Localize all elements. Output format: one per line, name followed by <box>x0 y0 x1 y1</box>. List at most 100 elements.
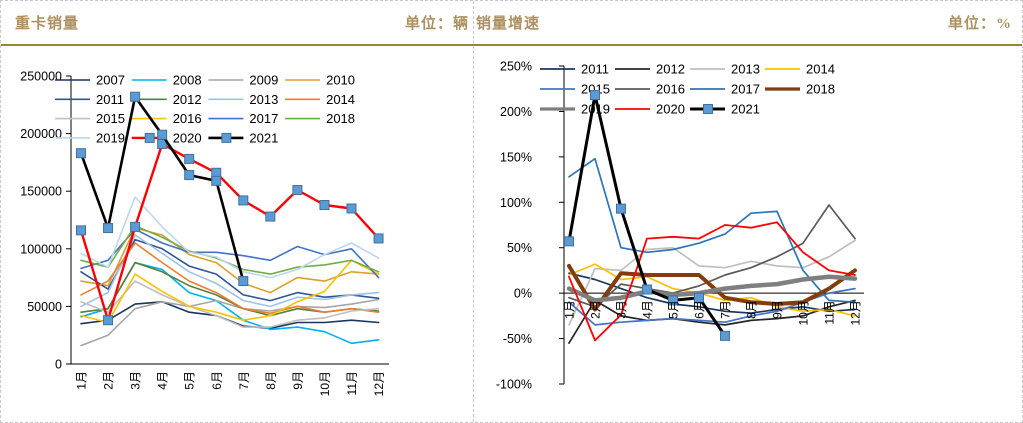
legend-label-2009: 2009 <box>249 73 278 88</box>
legend-label-2021: 2021 <box>249 130 278 145</box>
x-tick-label: 5月 <box>183 371 197 390</box>
legend-label-2013: 2013 <box>731 62 760 77</box>
x-tick-label: 3月 <box>615 300 629 319</box>
legend-label-2010: 2010 <box>326 73 355 88</box>
series-2020-marker <box>130 221 141 232</box>
series-2021-marker <box>211 175 222 186</box>
x-tick-label: 4月 <box>641 300 655 319</box>
panel-divider <box>473 1 474 422</box>
series-2020-marker <box>265 211 276 222</box>
series-2010-line <box>80 227 380 294</box>
y-tick-label: 150% <box>500 150 532 164</box>
series-2019-line <box>80 196 380 279</box>
legend-label-2016: 2016 <box>173 111 202 126</box>
legend-item-2015: 2015 <box>55 111 125 126</box>
legend-label-2015: 2015 <box>96 111 125 126</box>
series-2021-marker <box>76 148 86 159</box>
series-2020-marker <box>373 233 384 244</box>
x-tick-label: 11月 <box>823 300 837 324</box>
y-tick-label: 0 <box>55 358 62 372</box>
legend-label-2015: 2015 <box>581 82 610 97</box>
y-tick-label: 100% <box>500 196 532 210</box>
legend-item-2021: 2021 <box>208 130 278 145</box>
series-2021-marker <box>564 236 574 247</box>
legend-label-2017: 2017 <box>731 82 760 97</box>
legend-label-2019: 2019 <box>581 102 610 117</box>
legend-item-2018: 2018 <box>285 111 355 126</box>
x-tick-label: 7月 <box>719 300 733 319</box>
legend-item-2010: 2010 <box>285 73 355 88</box>
legend-label-2011: 2011 <box>96 92 124 107</box>
legend-item-2017: 2017 <box>208 111 278 126</box>
legend-item-2015: 2015 <box>540 82 610 97</box>
series-2011-line <box>80 238 380 302</box>
legend-item-2016: 2016 <box>131 111 202 126</box>
series-2017-line <box>80 228 380 279</box>
legend-item-2014: 2014 <box>765 62 835 77</box>
series-2012-line <box>568 299 856 344</box>
x-tick-label: 8月 <box>264 371 278 390</box>
y-tick-label: 150000 <box>20 185 62 199</box>
legend-item-2011: 2011 <box>55 92 124 107</box>
header-row: 重卡销量 单位：辆 销量增速 单位：% <box>1 1 1022 46</box>
series-2019-line <box>566 274 858 303</box>
series-2021-marker <box>184 170 195 181</box>
legend-label-2007: 2007 <box>96 73 125 88</box>
legend-label-2020: 2020 <box>173 130 202 145</box>
x-tick-label: 4月 <box>156 371 170 390</box>
series-2020-marker <box>292 185 303 196</box>
series-2008-line <box>80 261 380 345</box>
legend-item-2017: 2017 <box>690 82 760 97</box>
legend-marker-2021 <box>221 132 232 143</box>
legend-label-2021: 2021 <box>731 102 760 117</box>
legend-item-2019: 2019 <box>55 130 125 145</box>
legend-item-2020: 2020 <box>615 102 685 117</box>
legend-item-2020: 2020 <box>131 130 202 145</box>
x-tick-label: 2月 <box>589 300 603 319</box>
series-2012-line <box>80 261 380 317</box>
legend-item-2013: 2013 <box>208 92 278 107</box>
legend-item-2013: 2013 <box>690 62 760 77</box>
legend-label-2018: 2018 <box>806 82 835 97</box>
series-2015-line <box>80 280 380 328</box>
series-2021-marker <box>130 91 141 102</box>
x-tick-label: 12月 <box>372 371 386 396</box>
series-2021-marker <box>668 295 678 306</box>
legend-item-2021: 2021 <box>690 102 760 117</box>
left-panel-header: 重卡销量 单位：辆 <box>1 1 474 44</box>
x-tick-label: 6月 <box>693 300 707 319</box>
legend-item-2007: 2007 <box>55 73 125 88</box>
legend-item-2019: 2019 <box>540 102 610 117</box>
series-2018-line <box>567 263 857 312</box>
series-2021-marker <box>103 223 114 234</box>
legend-label-2012: 2012 <box>656 62 685 77</box>
y-tick-label: -50% <box>503 332 532 346</box>
series-2021-marker <box>616 203 626 214</box>
x-tick-label: 2月 <box>102 371 116 390</box>
legend-label-2018: 2018 <box>326 111 355 126</box>
series-2016-line <box>568 204 856 308</box>
legend-item-2014: 2014 <box>285 92 355 107</box>
x-tick-label: 12月 <box>849 300 863 325</box>
x-tick-label: 8月 <box>745 300 759 319</box>
legend-label-2013: 2013 <box>249 92 278 107</box>
series-2021-marker <box>694 292 704 303</box>
legend-item-2016: 2016 <box>615 82 685 97</box>
legend-item-2011: 2011 <box>540 62 609 77</box>
series-2013-line <box>568 239 856 326</box>
y-tick-label: 250000 <box>20 70 62 84</box>
legend-label-2019: 2019 <box>96 130 125 145</box>
legend-label-2016: 2016 <box>656 82 685 97</box>
series-2015-line <box>568 287 856 326</box>
legend-item-2008: 2008 <box>131 73 202 88</box>
legend-label-2012: 2012 <box>173 92 202 107</box>
series-2021-marker <box>157 129 168 140</box>
series-2020-line <box>568 221 856 342</box>
x-tick-label: 1月 <box>563 300 577 319</box>
legend-label-2011: 2011 <box>581 62 609 77</box>
legend-item-2018: 2018 <box>765 82 835 97</box>
y-tick-label: 0% <box>514 287 532 301</box>
x-tick-label: 9月 <box>291 371 305 390</box>
series-2021-marker <box>720 330 730 341</box>
